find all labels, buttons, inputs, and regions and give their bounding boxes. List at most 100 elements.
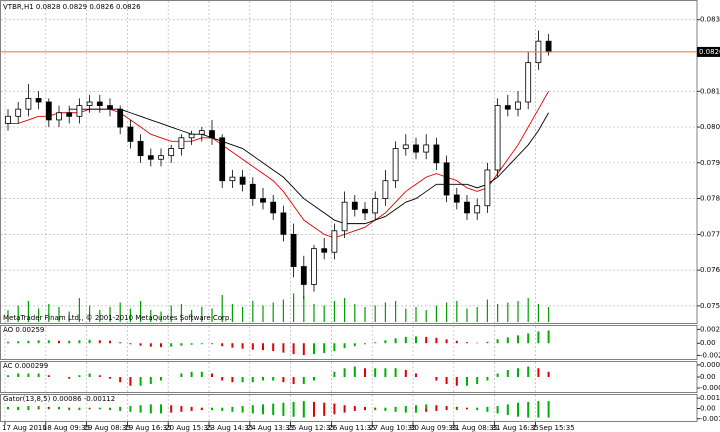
candle-body [280,212,287,235]
histogram-bar [496,339,499,344]
histogram-bar [17,341,20,344]
histogram-bar [139,408,142,413]
x-tick-label: 23 Aug 14:35 [206,424,253,432]
histogram-bar [547,408,550,418]
histogram-bar [435,405,438,409]
last-price-label: 0.0826 [699,48,720,56]
histogram-bar [27,340,30,344]
histogram-bar [343,408,346,413]
histogram-bar [241,377,244,383]
histogram-bar [343,405,346,409]
histogram-bar [129,408,132,412]
histogram-bar [262,408,264,415]
histogram-bar [394,338,397,344]
histogram-bar [211,373,213,377]
histogram-bar [394,408,397,412]
volume-bar [384,302,386,322]
volume-bar [323,305,325,322]
histogram-bar [435,337,438,344]
histogram-bar [251,408,254,414]
histogram-bar [353,408,356,411]
volume-bar [405,308,407,322]
histogram-bar [374,408,377,411]
indicator-label: Gator(13,8,5) 0.00086 -0.00112 [3,395,115,403]
histogram-bar [262,343,264,351]
histogram-bar [282,402,285,409]
histogram-bar [364,406,366,409]
histogram-bar [160,404,162,409]
panel-frame [0,361,698,393]
histogram-bar [486,341,489,344]
histogram-bar [119,406,122,409]
x-tick-label: 19 Aug 08:35 [84,424,131,432]
histogram-bar [47,406,50,409]
x-tick-label: 17 Aug 2010 [2,424,47,432]
volume-bar [293,293,295,322]
histogram-bar [466,377,468,386]
histogram-bar [7,408,9,410]
histogram-bar [506,370,509,377]
x-tick-label: 1 Sep 15:35 [532,424,574,432]
histogram-bar [68,377,71,379]
histogram-bar [374,368,377,377]
histogram-bar [333,403,336,409]
histogram-bar [527,366,530,377]
histogram-bar [241,343,244,349]
volume-bar [435,305,437,322]
histogram-bar [149,408,152,414]
histogram-bar [302,408,305,418]
volume-bar [231,304,233,322]
y-tick-label: -0.00125 [700,415,720,423]
histogram-bar [27,408,30,411]
histogram-bar [272,343,275,352]
candle-body [209,130,215,139]
histogram-bar [58,340,60,344]
histogram-bar [323,402,326,409]
volume-bar [374,305,376,322]
histogram-bar [404,336,407,344]
histogram-bar [221,377,224,381]
volume-bar [303,296,305,322]
candle-body [219,137,226,182]
histogram-bar [129,406,132,409]
histogram-bar [58,406,60,409]
histogram-bar [415,408,417,413]
panel-frame [0,0,698,324]
histogram-bar [211,343,213,345]
histogram-bar [302,343,305,356]
histogram-bar [170,405,173,409]
volume-bar [129,308,131,322]
histogram-bar [425,408,428,412]
histogram-bar [190,406,193,409]
x-tick-label: 25 Aug 12:35 [288,424,335,432]
candle-body [5,115,11,124]
histogram-bar [37,408,40,410]
volume-bar [109,307,111,322]
volume-bar [160,311,162,322]
x-tick-label: 20 Aug 15:35 [165,424,212,432]
y-tick-label: 0.00 [700,373,716,381]
volume-bar [344,298,346,322]
histogram-bar [476,377,479,384]
volume-bar [476,307,478,322]
histogram-bar [231,377,234,383]
candle-body [260,198,266,203]
histogram-bar [404,408,407,413]
candle-body [35,98,42,103]
histogram-bar [272,377,275,381]
histogram-bar [282,343,285,353]
volume-bar [180,304,182,322]
candle-body [229,176,236,182]
histogram-bar [517,335,519,344]
histogram-bar [47,408,50,410]
y-tick-label: 0.00283 [700,325,720,333]
histogram-bar [374,407,377,409]
histogram-bar [292,401,295,409]
histogram-bar [537,408,540,418]
y-tick-label: 0.0795 [700,159,720,167]
volume-bar [58,307,60,322]
candle-body [300,266,307,285]
volume-bar [313,304,315,322]
y-tick-label: 0.0755 [700,302,720,310]
histogram-bar [241,408,244,413]
